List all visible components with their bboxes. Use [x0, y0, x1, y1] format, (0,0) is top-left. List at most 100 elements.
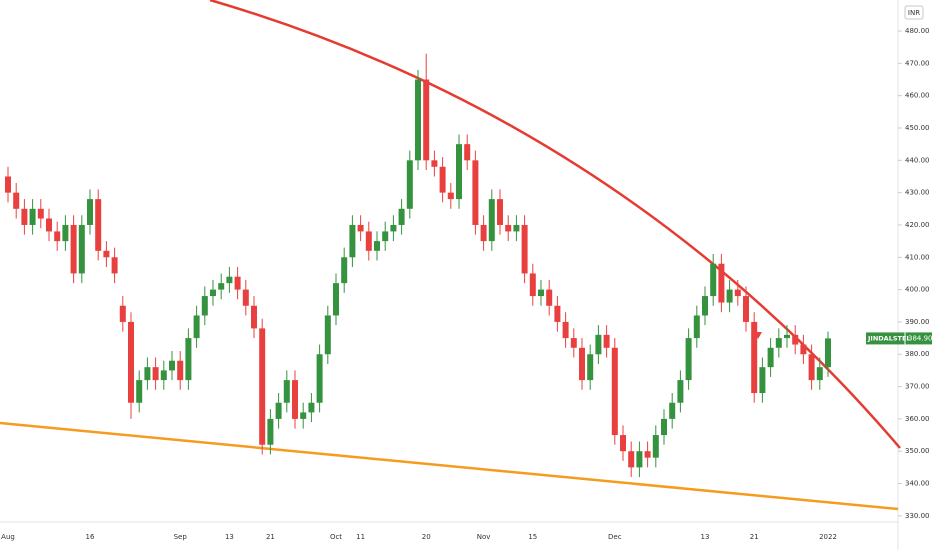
candle-body: [570, 338, 577, 348]
candle-body: [292, 380, 298, 419]
candle-body: [316, 354, 323, 403]
x-tick-label: 21: [750, 533, 759, 541]
x-tick-label: Sep: [174, 533, 188, 541]
x-tick-label: 16: [86, 533, 95, 541]
candle-body: [144, 367, 151, 381]
candle-body: [218, 283, 225, 290]
candle-body: [505, 224, 512, 232]
candle-body: [447, 192, 454, 200]
y-tick-label: 330.00: [905, 512, 930, 520]
candle-body: [784, 334, 790, 339]
x-tick-label: Dec: [608, 533, 622, 541]
candle-body: [46, 218, 52, 232]
x-tick-label: Nov: [477, 533, 491, 541]
candle-body: [349, 224, 356, 258]
candle-body: [37, 208, 44, 219]
candle-body: [193, 315, 200, 339]
candle-body: [644, 451, 651, 458]
candle-body: [54, 231, 61, 242]
currency-box[interactable]: [904, 5, 924, 20]
candle-body: [538, 289, 544, 297]
y-tick-label: 390.00: [905, 318, 930, 326]
candle-body: [808, 354, 815, 381]
candle-body: [636, 451, 643, 468]
candle-body: [800, 344, 807, 355]
candle-body: [357, 224, 364, 232]
candle-body: [751, 321, 758, 394]
currency: INR: [908, 9, 920, 17]
candle-body: [595, 334, 602, 355]
candle-body: [579, 347, 585, 381]
x-tick-label: 13: [225, 533, 234, 541]
candle-body: [603, 334, 610, 348]
y-tick-label: 410.00: [905, 253, 930, 261]
candle-body: [324, 315, 331, 355]
candle-body: [792, 334, 799, 345]
candle-body: [201, 296, 208, 316]
candle-body: [497, 199, 503, 225]
candle-body: [283, 380, 290, 403]
candle-body: [226, 276, 233, 284]
y-tick-label: 480.00: [905, 27, 930, 35]
candle-body: [111, 257, 118, 274]
y-tick-label: 450.00: [905, 124, 930, 132]
candle-body: [587, 354, 594, 381]
candle-body: [259, 328, 266, 445]
x-tick-label: 21: [266, 533, 275, 541]
y-tick-label: 430.00: [905, 189, 930, 197]
candle-body: [70, 224, 77, 274]
y-tick-label: 470.00: [905, 59, 930, 67]
y-tick-label: 350.00: [905, 447, 930, 455]
candle-body: [185, 338, 192, 381]
candle-body: [628, 451, 635, 468]
x-tick-label: 20: [422, 533, 431, 541]
candle-body: [472, 160, 479, 225]
candle-body: [242, 289, 249, 306]
candle-body: [759, 367, 766, 394]
candle-body: [29, 208, 36, 225]
candle-body: [152, 367, 159, 381]
y-tick-label: 380.00: [905, 350, 930, 358]
candle-body: [718, 263, 725, 303]
candle-body: [825, 338, 831, 368]
candle-body: [562, 321, 569, 339]
candle-body: [62, 224, 69, 242]
candle-body: [685, 338, 692, 381]
candle-body: [439, 166, 446, 193]
candle-body: [611, 347, 618, 436]
x-tick-label: 13: [701, 533, 710, 541]
candle-body: [374, 241, 380, 251]
candle-body: [620, 435, 626, 452]
candle-body: [529, 273, 536, 297]
y-tick-label: 460.00: [905, 92, 930, 100]
candle-body: [398, 208, 405, 225]
candle-body: [267, 418, 274, 445]
candle-body: [816, 367, 823, 381]
candle-body: [160, 370, 167, 381]
candle-body: [734, 289, 741, 297]
resistance-curve: [209, 0, 901, 449]
candle-body: [333, 283, 339, 316]
candle-body: [275, 402, 282, 419]
candle-body: [767, 347, 774, 368]
candle-body: [177, 360, 184, 381]
candle-body: [341, 257, 348, 284]
candle-body: [300, 412, 307, 419]
x-tick-label: 11: [356, 533, 365, 541]
candle-body: [406, 160, 413, 209]
candle-body: [775, 338, 782, 348]
candle-body: [128, 321, 134, 403]
candle-body: [677, 380, 684, 403]
price-tag-symbol: JINDALSTEL: [867, 334, 911, 342]
candle-body: [480, 224, 487, 242]
candle-body: [390, 224, 397, 232]
x-tick-label: Oct: [330, 533, 342, 541]
candle-body: [431, 160, 438, 167]
candle-body: [251, 305, 257, 329]
x-tick-label: Aug: [1, 533, 15, 541]
candle-body: [87, 199, 93, 225]
candle-body: [702, 296, 708, 316]
candle-body: [652, 435, 659, 458]
